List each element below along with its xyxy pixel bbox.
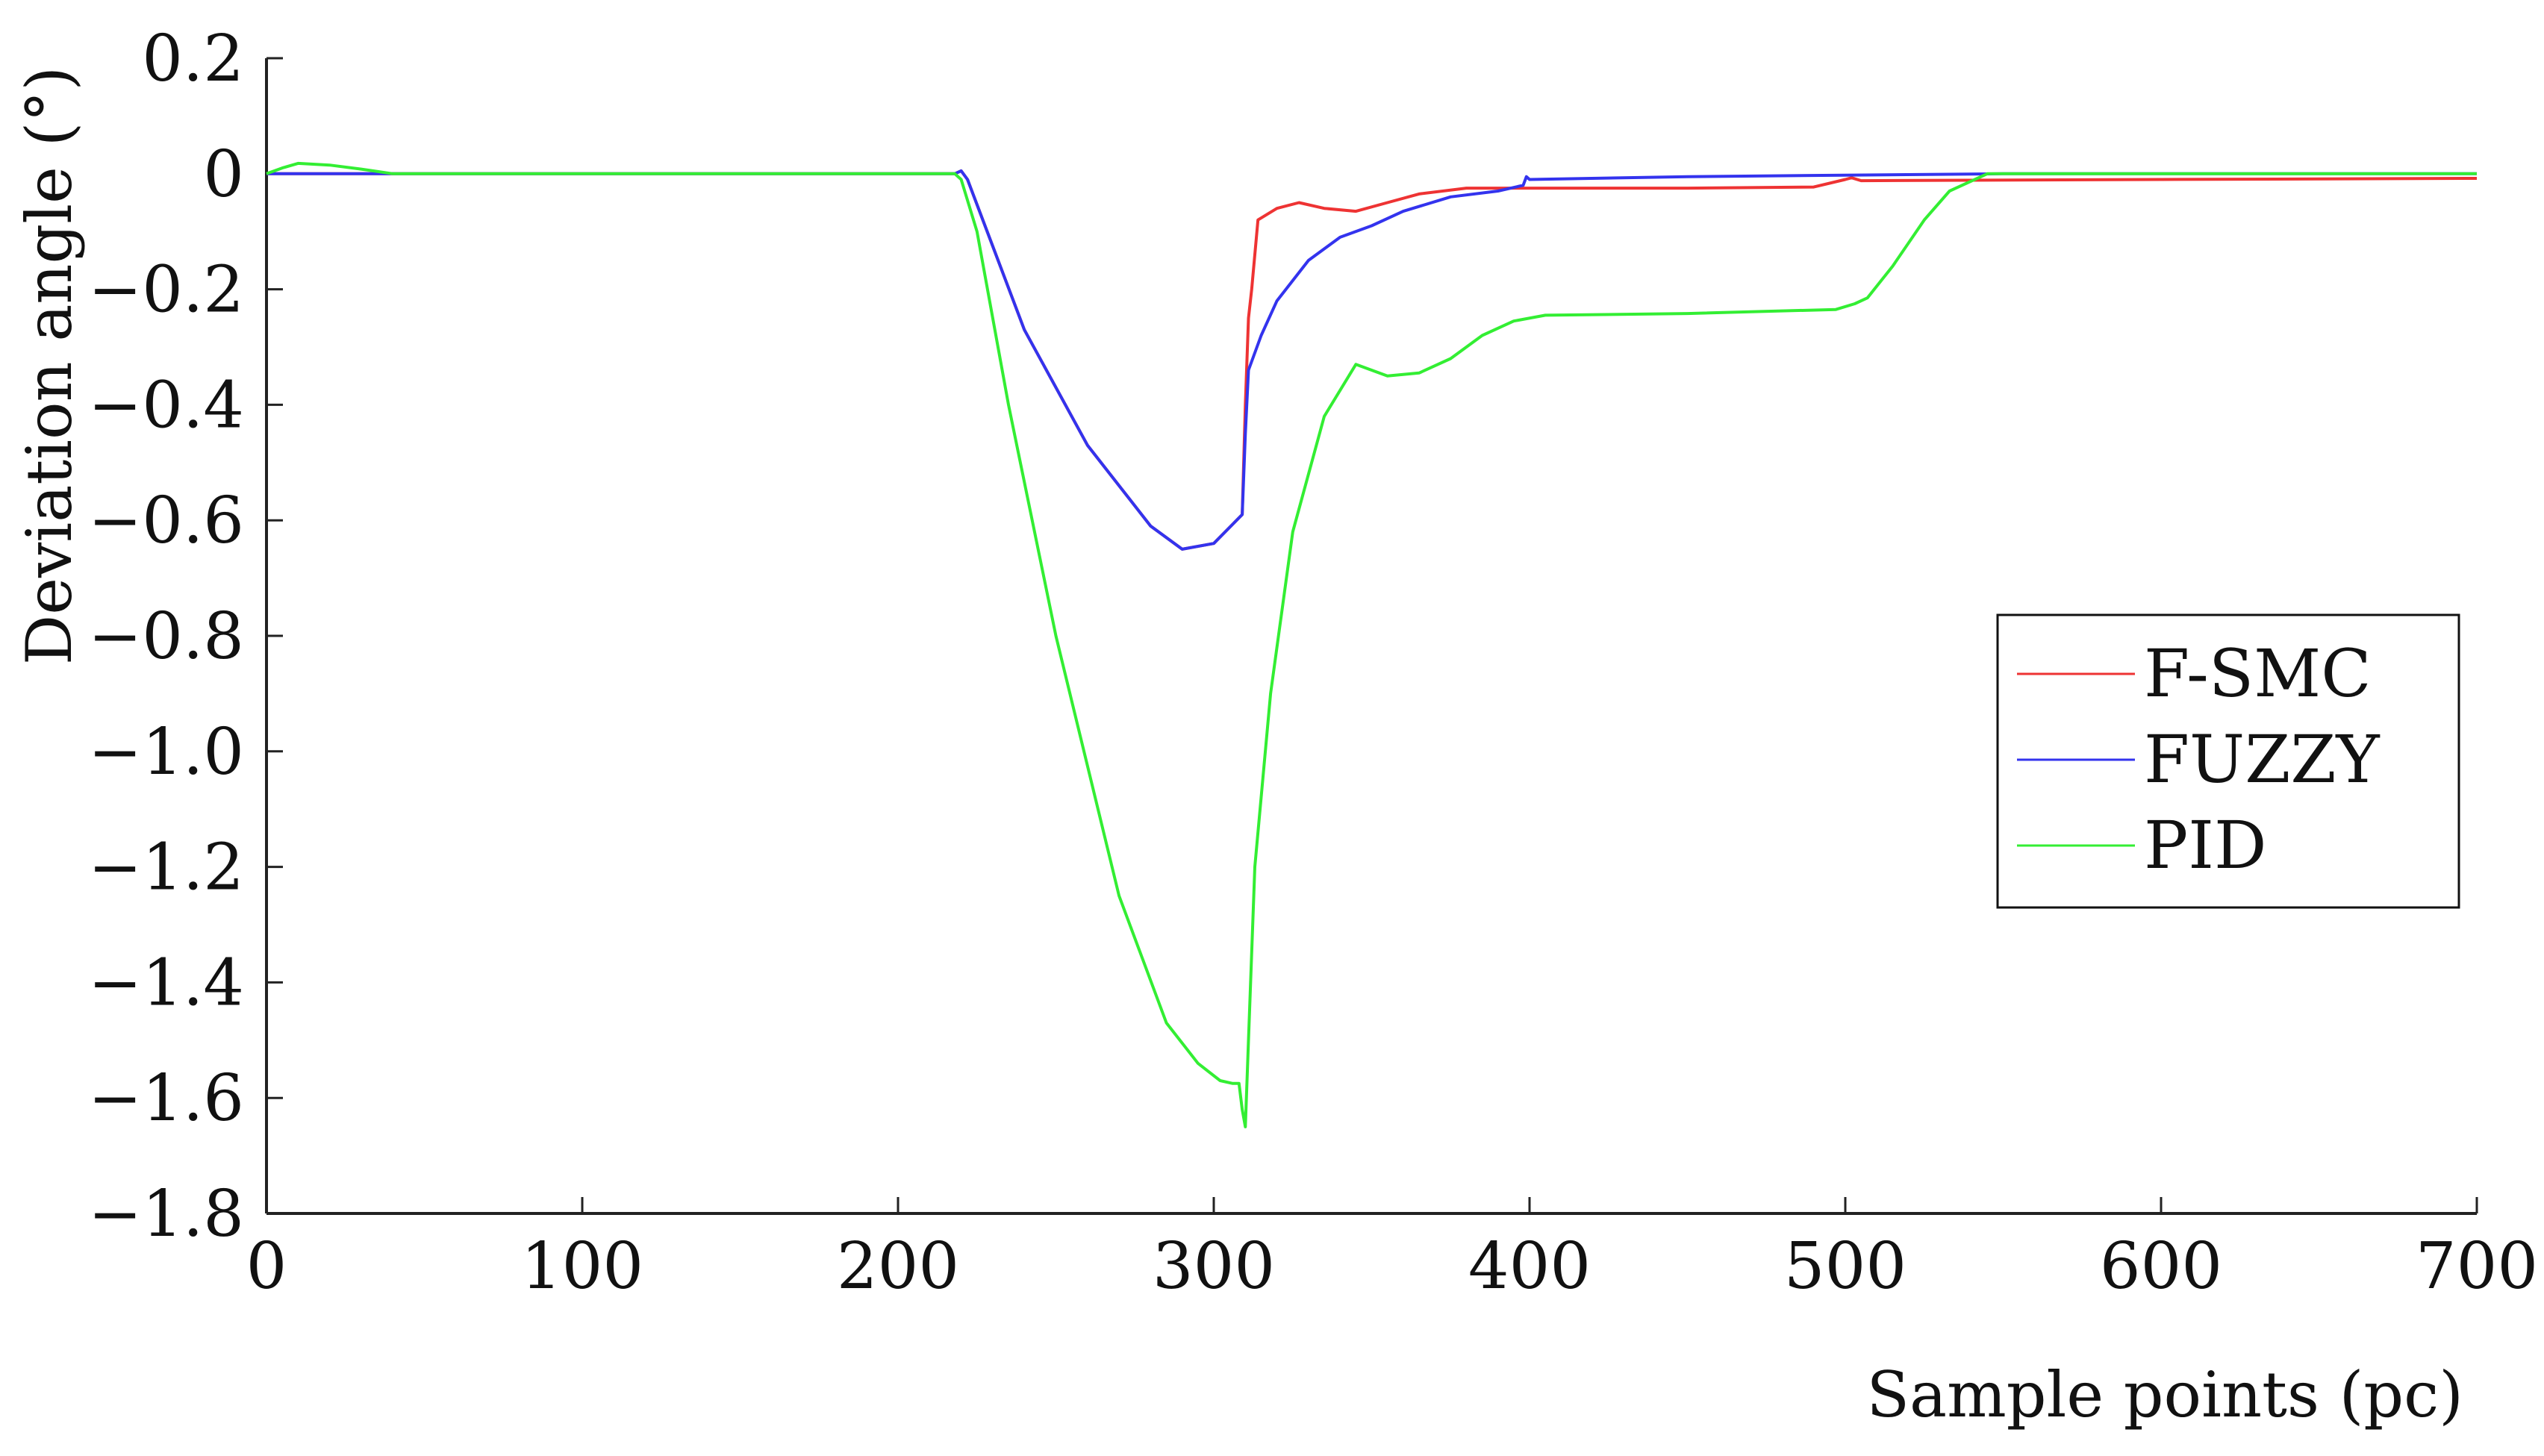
y-tick-label: −1.8: [88, 1177, 244, 1252]
series-line-fuzzy: [266, 169, 2477, 551]
x-tick-label: 500: [1784, 1229, 1907, 1304]
legend-label-pid: PID: [2144, 807, 2267, 884]
x-tick-label: 0: [246, 1229, 287, 1304]
y-tick-label: 0: [203, 137, 244, 212]
y-tick-label: −0.8: [88, 599, 244, 674]
y-axis-title: Deviation angle (°): [13, 66, 86, 665]
x-tick-label: 700: [2416, 1229, 2538, 1304]
series-layer: [266, 161, 2478, 1128]
legend-box: [1996, 613, 2460, 909]
x-tick-label: 100: [521, 1229, 643, 1304]
y-tick-label: −0.2: [88, 253, 244, 328]
series-line-pid: [266, 161, 2477, 1128]
x-tick-label: 600: [2100, 1229, 2222, 1304]
legend: F-SMC FUZZY PID: [1996, 613, 2460, 909]
y-tick-label: 0.2: [142, 22, 244, 96]
y-tick-label: −0.6: [88, 484, 244, 558]
y-tick-label: −1.4: [88, 946, 244, 1020]
x-tick-label: 200: [837, 1229, 959, 1304]
x-axis-title: Sample points (pc): [1866, 1358, 2463, 1431]
series-line-f-smc: [266, 169, 2478, 551]
y-tick-label: −1.0: [88, 715, 244, 790]
y-tick-label: −0.4: [88, 368, 244, 443]
y-ticks: 0.2 0 −0.2 −0.4 −0.6 −0.8 −1.0 −1.2 −1.4 −1.6 −1.8: [88, 22, 283, 1252]
x-ticks: 0 100 200 300 400 500 600 700: [246, 1197, 2538, 1304]
legend-label-f-smc: F-SMC: [2144, 635, 2372, 712]
x-tick-label: 400: [1468, 1229, 1591, 1304]
y-tick-label: −1.2: [88, 831, 244, 905]
y-tick-label: −1.6: [88, 1061, 244, 1136]
legend-label-fuzzy: FUZZY: [2144, 721, 2381, 798]
x-tick-label: 300: [1153, 1229, 1275, 1304]
